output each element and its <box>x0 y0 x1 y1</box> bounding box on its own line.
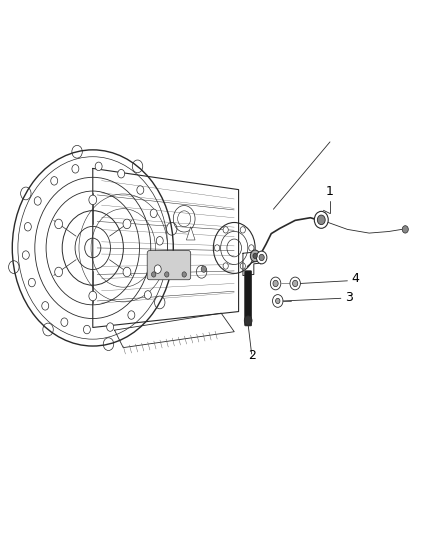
Circle shape <box>253 253 257 259</box>
Circle shape <box>123 267 131 277</box>
Circle shape <box>61 318 68 326</box>
Text: 1: 1 <box>326 185 334 198</box>
Text: 4: 4 <box>352 272 360 285</box>
Circle shape <box>72 146 82 158</box>
Circle shape <box>95 162 102 171</box>
Text: 2: 2 <box>248 349 256 362</box>
Circle shape <box>290 277 300 290</box>
Circle shape <box>256 251 267 264</box>
Circle shape <box>272 295 283 308</box>
Circle shape <box>28 278 35 287</box>
Circle shape <box>43 323 53 336</box>
Circle shape <box>276 298 280 304</box>
Circle shape <box>240 263 245 269</box>
Circle shape <box>165 272 169 277</box>
Circle shape <box>154 265 161 273</box>
Circle shape <box>240 227 245 233</box>
Circle shape <box>402 225 408 233</box>
Circle shape <box>103 338 114 351</box>
Circle shape <box>123 219 131 229</box>
Circle shape <box>42 302 49 310</box>
Circle shape <box>150 209 157 217</box>
Circle shape <box>107 323 114 332</box>
Circle shape <box>55 219 63 229</box>
Circle shape <box>22 251 29 260</box>
Circle shape <box>9 261 19 273</box>
Circle shape <box>223 263 228 269</box>
Circle shape <box>314 212 328 228</box>
Circle shape <box>152 272 156 277</box>
Circle shape <box>251 250 260 262</box>
Circle shape <box>259 254 264 261</box>
Circle shape <box>34 197 41 205</box>
Circle shape <box>270 277 281 290</box>
Circle shape <box>89 291 97 301</box>
FancyBboxPatch shape <box>245 271 252 326</box>
Circle shape <box>273 280 278 287</box>
Circle shape <box>318 215 325 224</box>
Circle shape <box>223 227 228 233</box>
Circle shape <box>182 272 186 277</box>
Circle shape <box>166 222 177 235</box>
Circle shape <box>89 195 97 205</box>
Circle shape <box>128 311 135 319</box>
Circle shape <box>84 325 90 334</box>
Text: 3: 3 <box>345 291 353 304</box>
Circle shape <box>137 186 144 194</box>
Circle shape <box>72 165 79 173</box>
Circle shape <box>21 187 31 200</box>
Circle shape <box>215 245 220 251</box>
Circle shape <box>155 296 165 309</box>
Circle shape <box>244 316 252 325</box>
FancyBboxPatch shape <box>147 251 191 280</box>
Circle shape <box>132 160 143 173</box>
Circle shape <box>118 169 125 178</box>
Polygon shape <box>186 227 195 240</box>
Circle shape <box>145 290 152 299</box>
Circle shape <box>25 222 32 231</box>
Circle shape <box>156 237 163 245</box>
Circle shape <box>201 266 206 272</box>
Circle shape <box>293 280 298 287</box>
Circle shape <box>55 267 63 277</box>
Circle shape <box>51 176 58 185</box>
Circle shape <box>249 245 254 251</box>
